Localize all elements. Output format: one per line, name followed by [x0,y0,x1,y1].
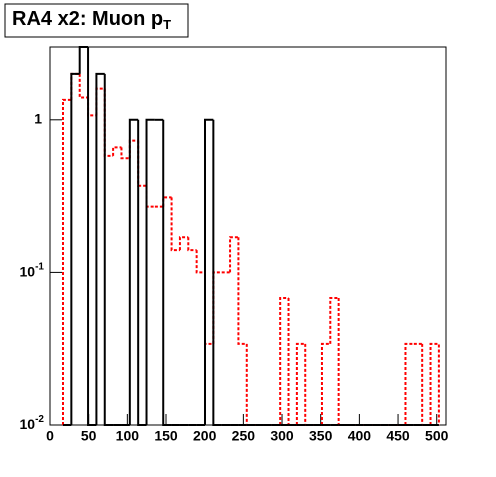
chart-title: RA4 x2: Muon pT [12,8,171,32]
y-tick-label: 10-1 [20,261,45,279]
x-tick-label: 500 [425,428,449,444]
histogram-bin [78,73,89,99]
x-tick-label: 150 [154,428,178,444]
histogram-bin [329,296,339,344]
title-subscript: T [163,17,171,32]
x-tick-label: 200 [193,428,217,444]
histogram-bin [87,47,97,426]
y-tick-base: 10 [20,416,36,432]
title-box [4,3,189,38]
x-tick-label: 100 [116,428,140,444]
histogram-bin [237,237,247,345]
histogram-bin [120,147,130,160]
y-tick-base: 10 [20,263,36,279]
histogram-bin [61,98,72,425]
histogram-bin [203,118,214,425]
y-tick-label: 10-2 [20,414,45,432]
x-tick-label: 450 [386,428,410,444]
x-tick-label: 350 [309,428,333,444]
histogram-bin [70,72,80,425]
histogram-bin [187,237,197,252]
histogram-bin [128,118,139,425]
histogram-bin [195,250,205,274]
histogram-bin [178,236,189,251]
histogram-bin [78,46,89,74]
histogram-bin [279,296,289,425]
histogram-bin [95,72,105,425]
histogram-bin [162,119,172,426]
y-tick-exponent: -2 [35,414,44,425]
y-tick-label: 1 [34,111,42,127]
histogram-bin [295,342,306,425]
x-tick-label: 50 [81,428,97,444]
histogram-bin [212,119,222,426]
histogram-bin [170,197,180,252]
x-tick-label: 250 [232,428,256,444]
y-tick-exponent: -1 [35,261,44,272]
x-tick-label: 0 [46,428,54,444]
histogram-bin [145,118,155,425]
histogram-bin [112,146,122,156]
histogram-bin [137,119,147,426]
histogram-bin [103,73,114,426]
title-text: RA4 x2: Muon p [12,8,163,30]
histogram-bin [404,342,414,425]
x-tick-label: 300 [270,428,294,444]
histogram-bin [429,342,440,425]
x-tick-label: 400 [348,428,372,444]
histogram-bin [229,236,239,273]
histogram-bin [320,342,331,425]
